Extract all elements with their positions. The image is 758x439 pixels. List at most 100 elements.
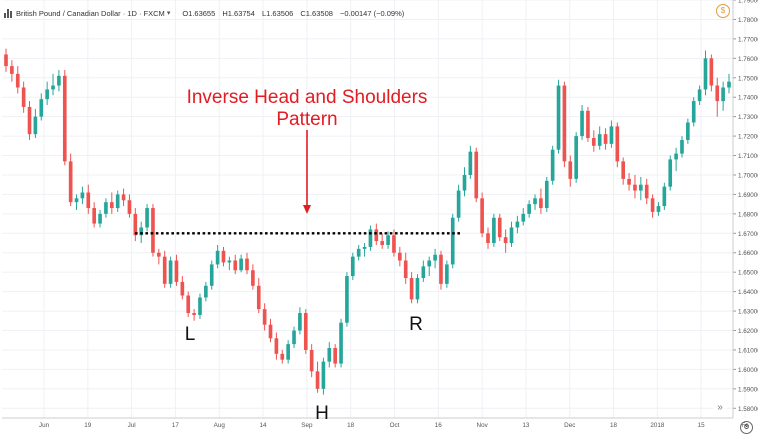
candle: [633, 174, 637, 199]
candle-body: [309, 349, 314, 372]
annotation-title-line2: Pattern: [276, 109, 337, 130]
candle-body: [597, 134, 602, 146]
candle-body: [415, 278, 420, 300]
candle-body: [668, 159, 673, 187]
high-value: H1.63754: [222, 8, 255, 18]
candle: [286, 340, 290, 364]
candle: [280, 349, 285, 364]
x-tick-label: Oct: [390, 422, 400, 429]
candle: [439, 250, 443, 290]
candle: [450, 213, 455, 269]
candle-body: [209, 264, 214, 286]
candle-body: [497, 217, 502, 238]
candle-body: [621, 161, 626, 179]
y-tick-label: 1.71000: [738, 153, 758, 160]
chevron-down-icon[interactable]: ▾: [166, 10, 171, 17]
open-value: O1.63655: [182, 8, 216, 18]
candle-body: [245, 258, 249, 271]
candle: [403, 252, 408, 284]
y-tick-label: 1.64000: [738, 289, 758, 296]
candle-body: [680, 139, 684, 154]
candle-body: [121, 194, 126, 201]
candle: [151, 204, 155, 257]
y-tick-label: 1.65000: [738, 270, 758, 277]
candle-body: [62, 75, 67, 162]
candle-body: [709, 58, 714, 86]
candle-body: [521, 213, 526, 222]
candle: [92, 202, 96, 228]
candle-body: [327, 348, 332, 362]
candle: [691, 97, 696, 127]
candle: [615, 122, 620, 168]
x-tick-label: 2018: [650, 422, 665, 429]
currency-icon[interactable]: $: [716, 4, 730, 18]
candle: [127, 194, 132, 218]
label-left-shoulder: L: [185, 324, 196, 345]
x-tick-label: 19: [84, 422, 92, 429]
candle-body: [568, 161, 573, 179]
candle-body: [168, 260, 173, 284]
candle: [345, 272, 349, 327]
candle-body: [427, 260, 432, 267]
candle: [392, 229, 396, 257]
candle: [121, 188, 126, 207]
candles: [4, 48, 731, 395]
y-tick-label: 1.73000: [738, 114, 758, 121]
y-tick-label: 1.74000: [738, 95, 758, 102]
candle-body: [221, 250, 226, 263]
candle: [721, 81, 725, 111]
change-value: −0.00147 (−0.09%): [340, 8, 405, 18]
candle-body: [445, 264, 449, 284]
x-tick-label: 13: [522, 422, 530, 429]
candle-body: [57, 75, 61, 86]
candle-body: [580, 110, 584, 137]
candle: [644, 178, 649, 205]
y-tick-label: 1.72000: [738, 134, 758, 141]
x-tick-label: Jun: [39, 422, 50, 429]
candle-body: [633, 184, 637, 191]
candle-body: [509, 227, 514, 244]
symbol-name[interactable]: British Pound / Canadian Dollar · 1D · F…: [16, 8, 165, 18]
candle-body: [256, 285, 261, 310]
candle: [497, 213, 502, 242]
candle-body: [650, 198, 655, 212]
scroll-forward-icon[interactable]: »: [713, 401, 727, 415]
y-tick-label: 1.68000: [738, 211, 758, 218]
candle-body: [603, 134, 608, 144]
candle: [597, 126, 602, 150]
candle: [168, 256, 173, 288]
candle: [4, 48, 8, 72]
candle-body: [591, 138, 596, 146]
candle-body: [80, 192, 85, 199]
candle: [315, 361, 320, 393]
candle-body: [27, 106, 32, 135]
candle: [433, 248, 437, 269]
candle: [268, 318, 273, 343]
candle: [74, 194, 79, 210]
x-tick-label: Aug: [214, 422, 226, 429]
candle-body: [227, 260, 232, 263]
candle-body: [550, 149, 555, 181]
candle-body: [10, 66, 14, 74]
candle: [274, 332, 279, 360]
candle: [209, 260, 214, 290]
candle: [527, 200, 531, 218]
candle: [380, 233, 385, 249]
candle: [580, 104, 584, 140]
gear-icon[interactable]: ⚙: [740, 421, 753, 434]
candle: [680, 136, 684, 158]
candle-body: [527, 204, 531, 214]
candle-body: [480, 198, 484, 234]
candle: [474, 147, 479, 203]
candle-body: [45, 89, 49, 100]
candle-body: [609, 126, 614, 144]
candle: [115, 190, 120, 212]
candle: [356, 244, 361, 261]
candle: [298, 307, 302, 335]
x-tick-label: 18: [610, 422, 618, 429]
candle-body: [68, 161, 73, 203]
y-tick-label: 1.63000: [738, 309, 758, 316]
candle-body: [86, 192, 91, 209]
candle-body: [697, 89, 702, 102]
